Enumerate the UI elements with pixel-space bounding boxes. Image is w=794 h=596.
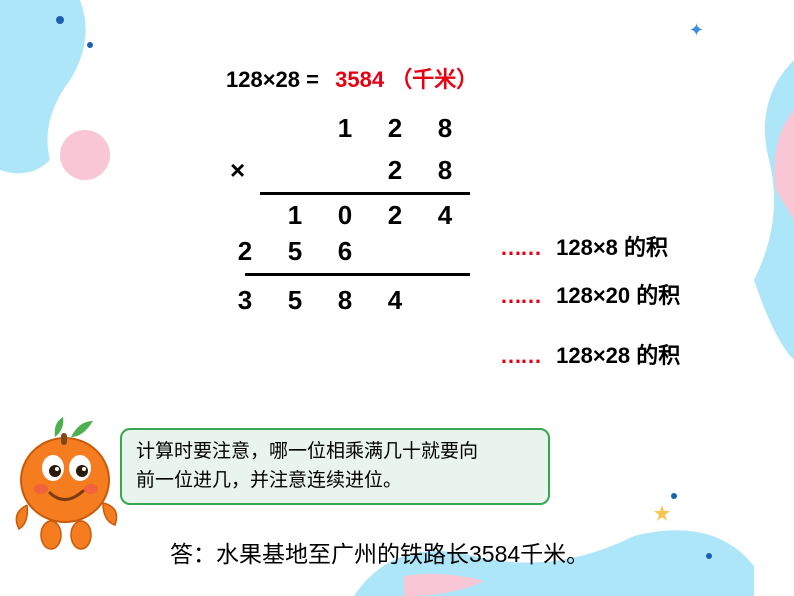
- equation-unit: （千米）: [390, 67, 478, 92]
- partial-product-2: 2 5 6: [220, 233, 470, 269]
- rule-line: [245, 273, 470, 276]
- equation-lhs: 128×28 =: [226, 67, 319, 92]
- digit: 2: [370, 110, 420, 146]
- digit: 0: [320, 197, 370, 233]
- tip-box: 计算时要注意，哪一位相乘满几十就要向 前一位进几，并注意连续进位。: [120, 428, 550, 505]
- equation-line: 128×28 = 3584 （千米）: [226, 62, 478, 94]
- digit: 5: [270, 233, 320, 269]
- digit: 8: [320, 282, 370, 318]
- digit: 1: [320, 110, 370, 146]
- digit: 8: [420, 152, 470, 188]
- annotation-text: 128×28 的积: [556, 343, 680, 368]
- bg-blob-right: [694, 60, 794, 360]
- bg-blob-topleft: [0, 0, 120, 180]
- multiplicand-row: 1 2 8: [270, 110, 470, 146]
- tip-line-1: 计算时要注意，哪一位相乘满几十就要向: [136, 438, 534, 467]
- star-icon: ✦: [689, 20, 704, 41]
- digit: 8: [420, 110, 470, 146]
- column-multiplication: 1 2 8 × 2 8 1 0 2 4 2 5 6 3 5 8 4: [270, 110, 470, 318]
- dots-icon: ……: [500, 283, 540, 308]
- answer-line: 答：水果基地至广州的铁路长3584千米。: [170, 535, 589, 569]
- digit: 2: [370, 197, 420, 233]
- annotation-2: …… 128×20 的积: [500, 278, 680, 310]
- annotation-text: 128×8 的积: [556, 235, 668, 260]
- orange-character-icon: [5, 385, 125, 555]
- annotation-3: …… 128×28 的积: [500, 338, 680, 370]
- digit: 2: [220, 233, 270, 269]
- digit: 1: [270, 197, 320, 233]
- annotation-text: 128×20 的积: [556, 283, 680, 308]
- equation-result: 3584: [335, 67, 384, 92]
- digit: 6: [320, 233, 370, 269]
- rule-line: [260, 192, 470, 195]
- tip-line-2: 前一位进几，并注意连续进位。: [136, 467, 534, 496]
- multiply-operator: ×: [230, 152, 245, 188]
- annotation-1: …… 128×8 的积: [500, 230, 668, 262]
- dots-icon: ……: [500, 343, 540, 368]
- partial-product-1: 1 0 2 4: [270, 197, 470, 233]
- digit: 3: [220, 282, 270, 318]
- multiplier-row: × 2 8: [270, 152, 470, 188]
- dots-icon: ……: [500, 235, 540, 260]
- digit: 2: [370, 152, 420, 188]
- digit: 5: [270, 282, 320, 318]
- digit: 4: [420, 197, 470, 233]
- final-product-row: 3 5 8 4: [220, 282, 470, 318]
- digit: 4: [370, 282, 420, 318]
